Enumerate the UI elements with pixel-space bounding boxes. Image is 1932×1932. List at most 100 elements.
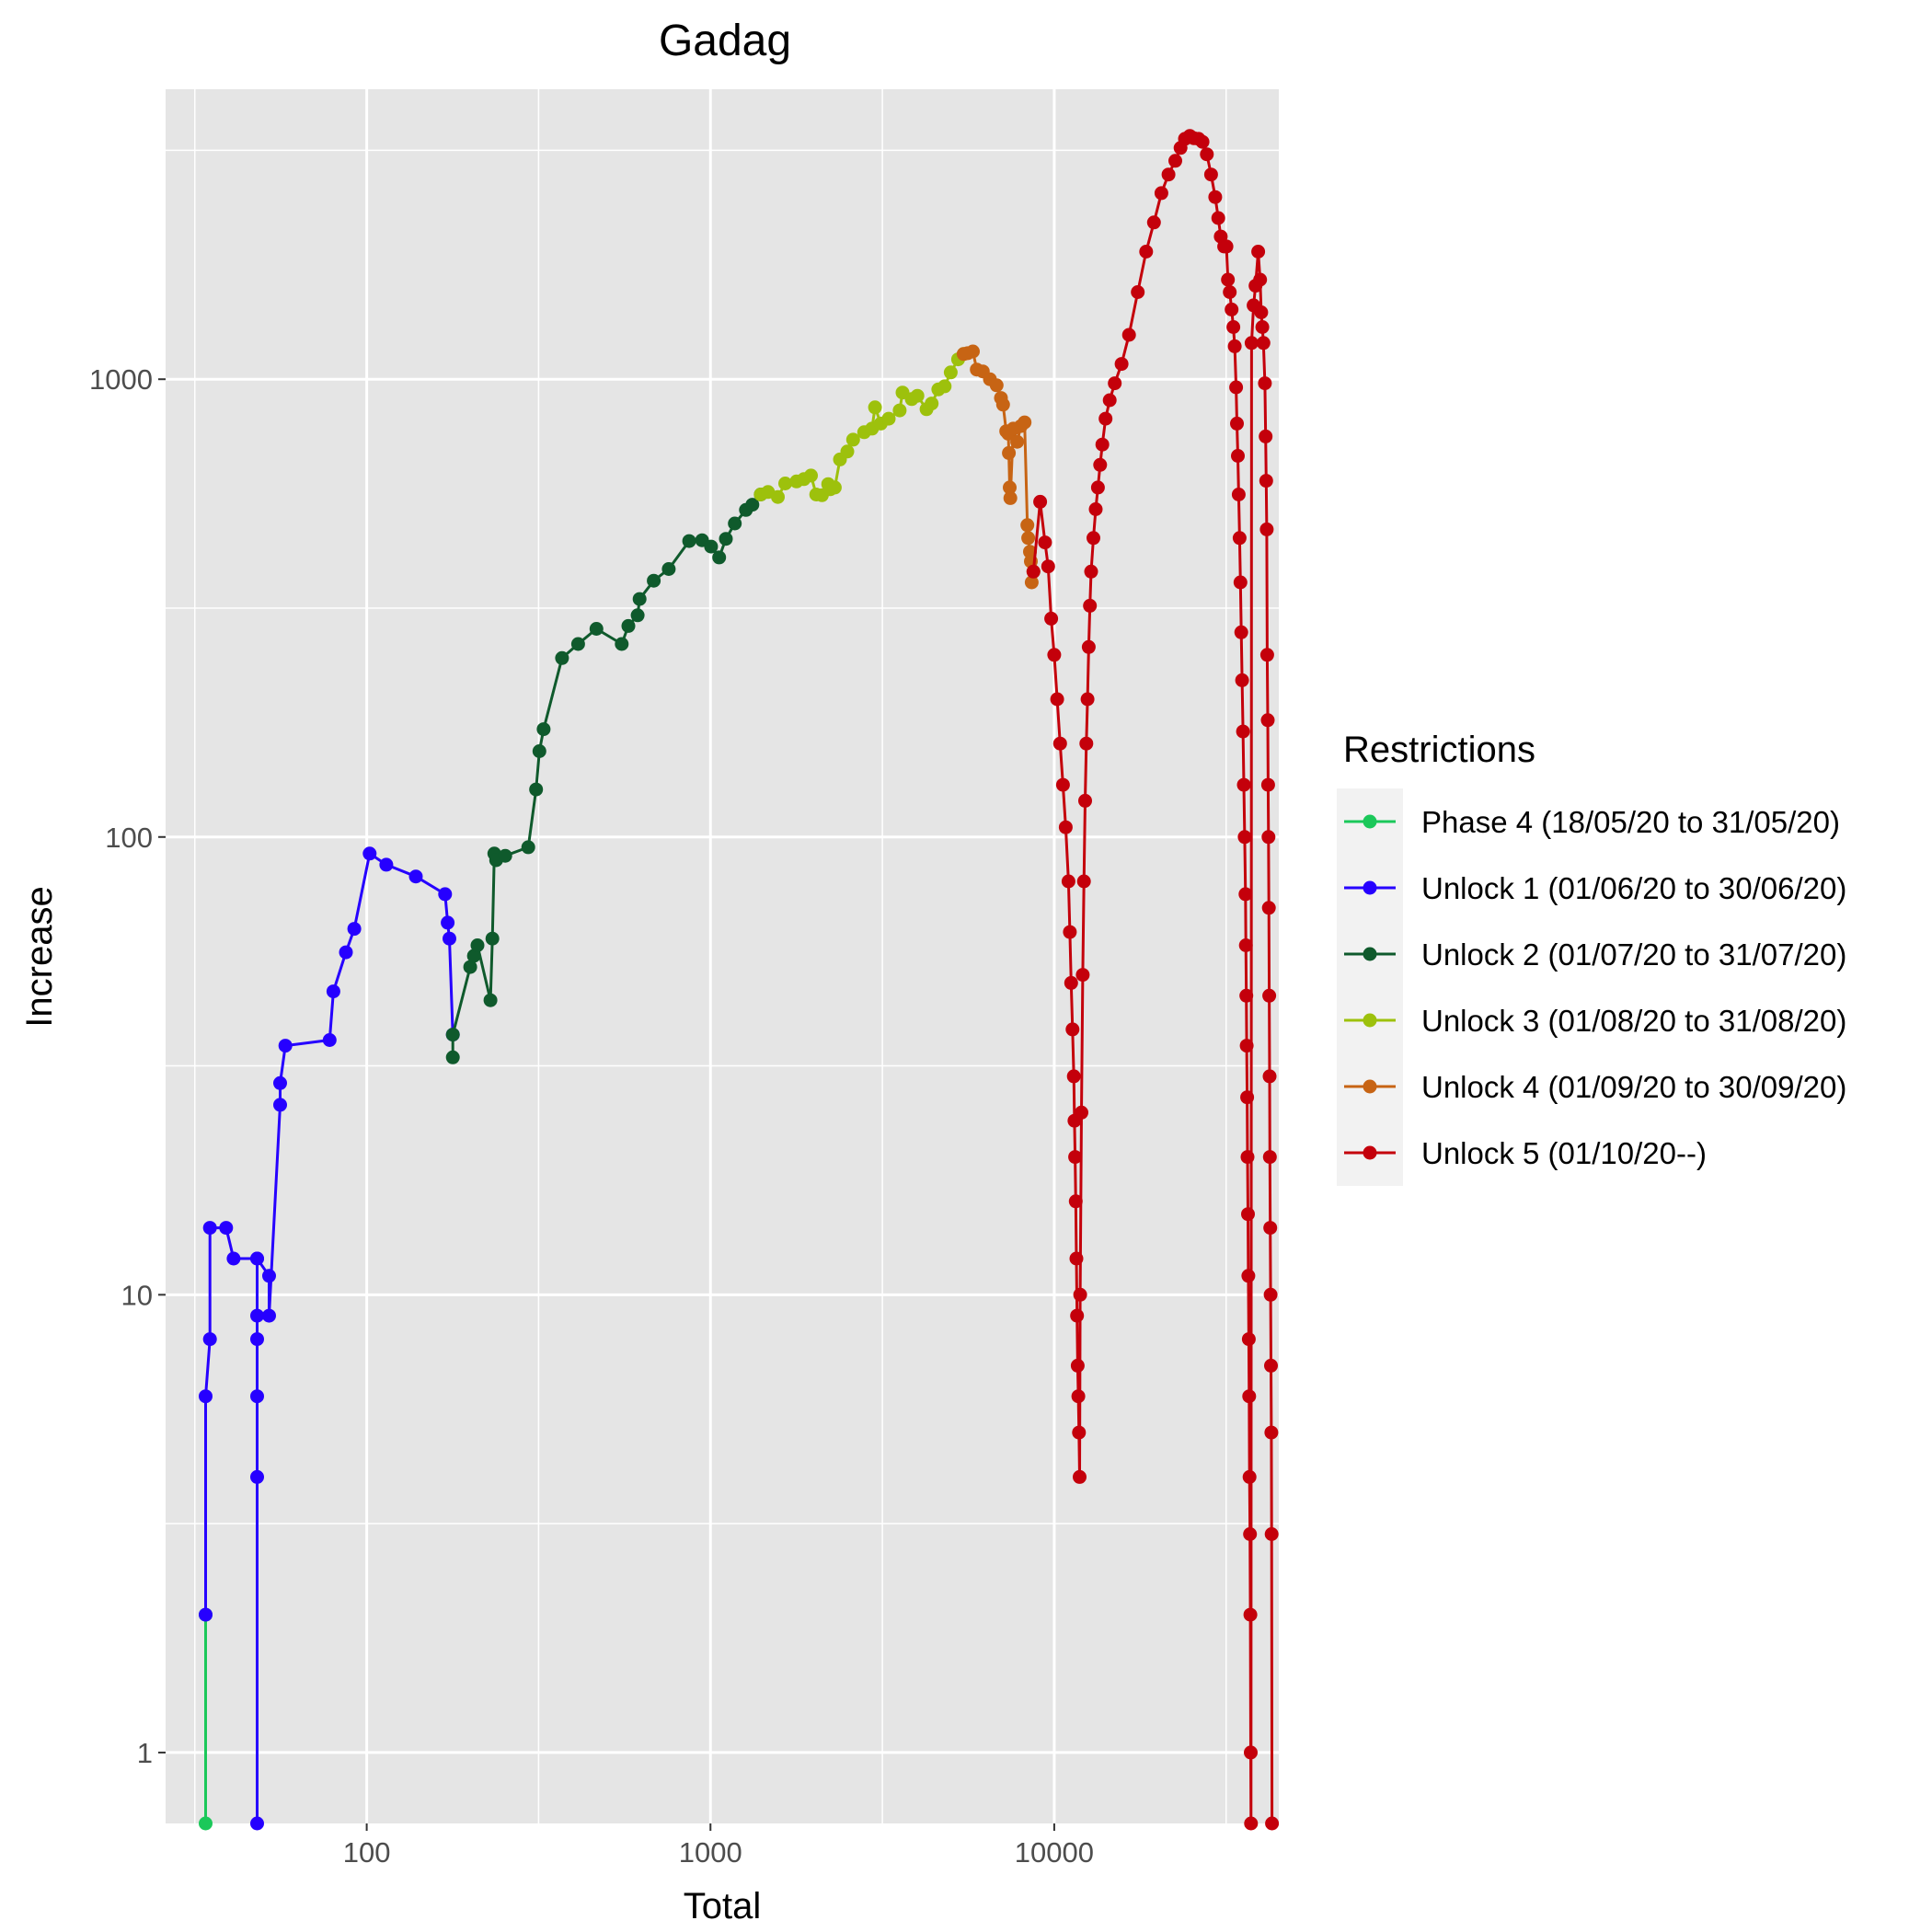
legend-label: Unlock 3 (01/08/20 to 31/08/20) [1421,1004,1846,1038]
data-point [989,378,1004,393]
data-point [498,848,512,863]
data-point [362,846,377,861]
data-point [1061,874,1075,889]
data-point [1079,736,1094,751]
data-point [1033,494,1048,509]
data-point [1265,1816,1280,1831]
data-point [1241,1332,1256,1347]
data-point [589,622,604,636]
data-point [1024,575,1039,590]
data-point [1236,777,1251,792]
data-point [1244,1816,1259,1831]
legend-item: Phase 4 (18/05/20 to 31/05/20) [1344,805,1840,839]
data-point [1088,502,1103,516]
data-point [1044,611,1059,626]
data-point [273,1098,287,1112]
series-6 [1026,129,1280,1831]
data-point [1003,480,1017,495]
data-point [1084,564,1098,579]
data-point [1020,518,1035,533]
data-point [1161,167,1176,182]
legend-key-point [1363,1079,1377,1094]
data-point [1260,777,1275,792]
data-point [521,840,535,855]
data-point [441,915,455,930]
data-point [925,397,939,411]
data-point [1090,480,1105,495]
data-point [845,432,860,447]
data-point [712,550,727,565]
data-point [1258,376,1272,391]
series-2 [199,846,460,1831]
data-point [1236,724,1250,739]
legend-label: Unlock 2 (01/07/20 to 31/07/20) [1421,937,1846,972]
data-point [1237,830,1252,845]
data-point [1003,490,1018,505]
data-point [1231,488,1246,501]
data-point [1239,988,1254,1003]
data-point [1058,820,1073,834]
data-point [1052,736,1067,751]
data-point [1253,272,1268,287]
data-point [1230,416,1244,431]
data-point [1203,167,1218,182]
data-point [1195,134,1210,149]
data-point [1259,429,1273,443]
data-point [1251,245,1266,259]
data-point [1063,925,1077,939]
data-point [1259,648,1274,662]
data-point [219,1221,234,1236]
data-point [1026,564,1041,579]
legend-item: Unlock 5 (01/10/20--) [1344,1136,1707,1170]
data-point [326,984,340,999]
data-point [199,1607,213,1622]
data-point [615,637,629,651]
data-point [1211,211,1225,225]
data-point [1068,1194,1083,1209]
data-point [1083,598,1098,613]
x-tick-label: 1000 [679,1836,742,1869]
data-point [966,344,980,359]
data-point [1226,320,1241,334]
data-point [728,516,742,531]
legend-item: Unlock 1 (01/06/20 to 30/06/20) [1344,871,1846,905]
data-point [1081,639,1096,654]
data-point [443,931,456,946]
data-point [682,534,696,548]
y-axis-title: Increase [19,886,60,1027]
data-point [532,744,546,758]
data-point [1200,147,1214,162]
data-point [840,444,855,459]
data-point [868,400,882,415]
data-point [1131,285,1145,299]
data-point [1227,339,1242,353]
data-point [555,650,569,665]
data-point [463,960,477,974]
data-point [1256,336,1271,351]
data-point [1240,1150,1255,1165]
data-point [827,480,842,495]
data-point [804,468,818,483]
data-point [937,379,952,394]
data-point [778,477,792,490]
data-point [1047,648,1062,662]
data-point [1221,272,1236,287]
data-point [529,782,544,797]
data-point [262,1308,276,1323]
legend-key-point [1363,814,1377,829]
data-point [881,411,896,426]
data-point [647,573,661,588]
data-point [262,1269,276,1283]
data-point [995,397,1010,412]
data-point [1055,777,1070,792]
data-point [202,1221,217,1236]
data-point [250,1332,264,1347]
data-point [1264,1358,1278,1373]
legend-item: Unlock 2 (01/07/20 to 31/07/20) [1344,937,1846,972]
data-point [1121,328,1136,342]
data-point [445,1028,460,1042]
data-point [1254,305,1269,319]
data-point [1262,1150,1277,1165]
x-tick-label: 100 [343,1836,391,1869]
